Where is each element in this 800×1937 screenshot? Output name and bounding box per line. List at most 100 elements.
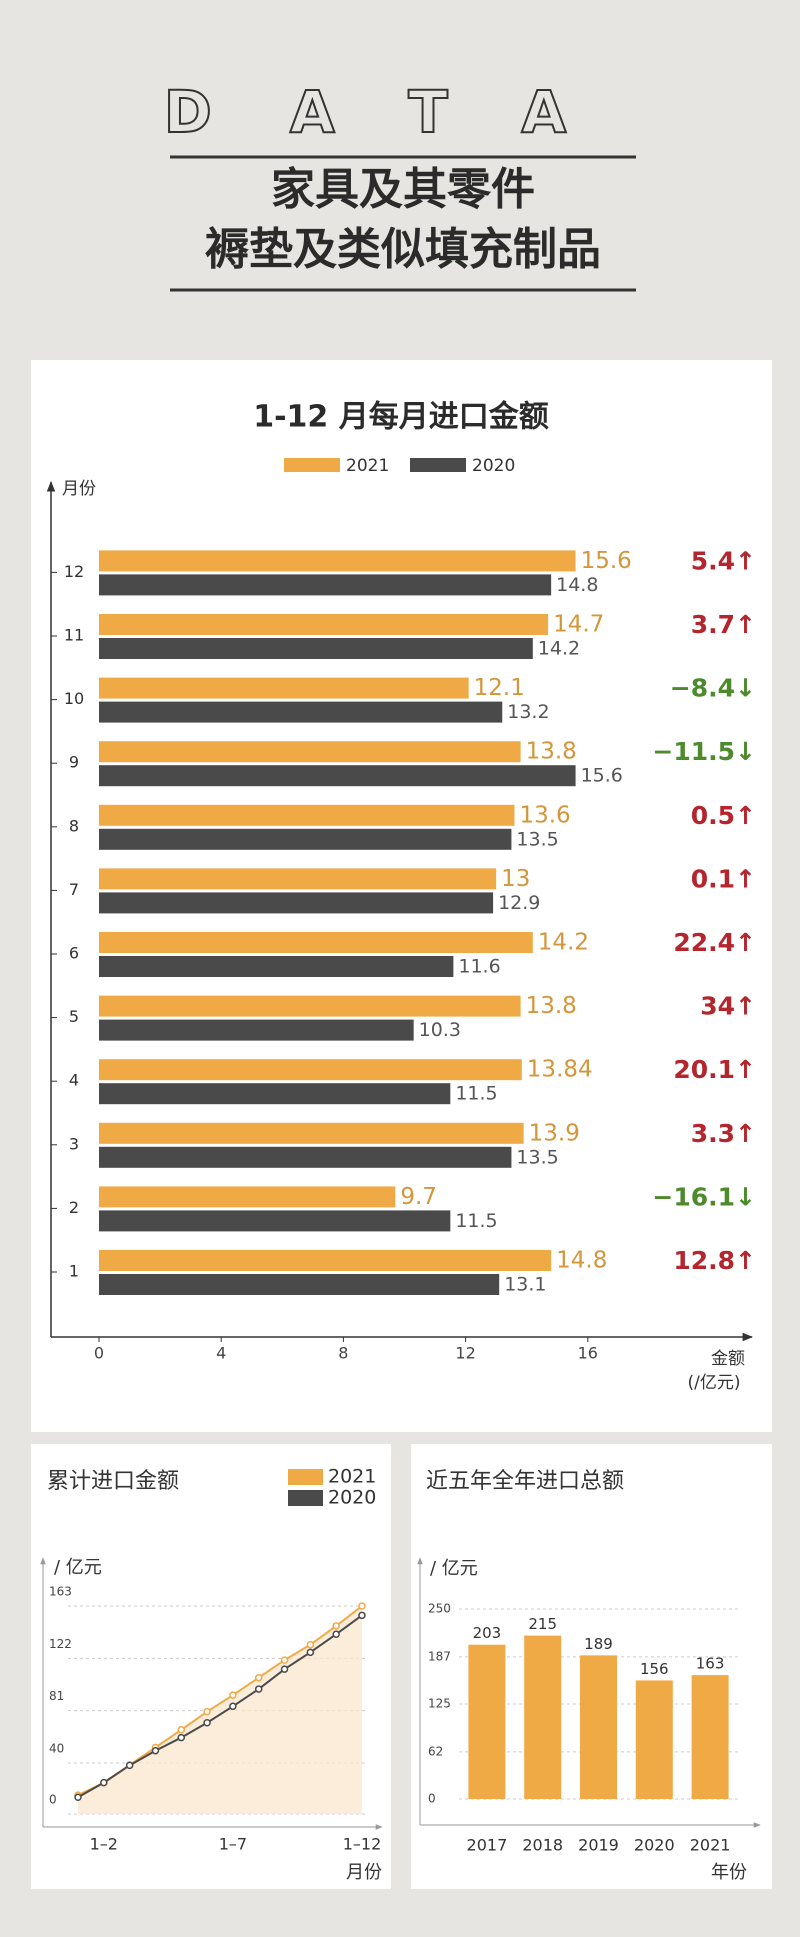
y-tick-label: 5: [69, 1007, 79, 1026]
y-tick-label: 0: [428, 1792, 436, 1806]
x-tick-label: 1–12: [343, 1835, 382, 1854]
y-axis-label: / 亿元: [430, 1558, 478, 1579]
y-tick-label: 7: [69, 880, 79, 899]
bar: [468, 1644, 506, 1799]
x-axis-unit: (/亿元): [688, 1373, 741, 1393]
title-line: 家具及其零件: [271, 164, 535, 215]
growth-label: 3.7↑: [691, 610, 756, 639]
x-tick-label: 1–7: [219, 1835, 247, 1854]
value-label: 163: [696, 1655, 725, 1673]
growth-label: 5.4↑: [691, 546, 756, 575]
bar: [524, 1635, 562, 1799]
bar: [99, 1250, 552, 1271]
point: [151, 1746, 160, 1755]
value-label: 189: [584, 1635, 613, 1653]
x-tick-label: 2019: [578, 1836, 619, 1855]
point: [306, 1648, 315, 1657]
legend-swatch: [284, 458, 340, 472]
point: [229, 1702, 237, 1711]
point: [203, 1719, 211, 1727]
growth-label: 0.5↑: [691, 801, 756, 830]
point: [74, 1793, 82, 1802]
x-tick-label: 12: [455, 1344, 475, 1363]
bar: [99, 574, 552, 596]
bar: [691, 1675, 729, 1799]
badge: DATA: [164, 78, 644, 146]
point: [280, 1665, 289, 1673]
y-tick-label: 2: [69, 1198, 79, 1217]
point: [177, 1726, 186, 1734]
y-tick-label: 3: [69, 1134, 79, 1153]
point: [280, 1656, 289, 1664]
growth-label: 3.3↑: [691, 1119, 756, 1148]
bar: [99, 550, 576, 572]
y-tick-label: 12: [64, 562, 84, 581]
bar: [99, 741, 521, 763]
point: [229, 1691, 237, 1699]
bar: [99, 1083, 451, 1105]
bar: [99, 868, 497, 890]
title-line: 褥垫及类似填充制品: [205, 224, 601, 275]
x-tick-label: 8: [338, 1344, 348, 1363]
chart-title: 近五年全年进口总额: [426, 1469, 624, 1494]
legend-label: 2021: [328, 1466, 376, 1488]
point: [358, 1611, 366, 1620]
bar: [99, 932, 533, 953]
value-label: 15.6: [581, 548, 632, 574]
value-label: 15.6: [581, 765, 623, 787]
growth-label: −11.5↓: [652, 737, 756, 766]
bar: [99, 1059, 522, 1081]
line: [77, 1614, 363, 1799]
growth-label: 20.1↑: [673, 1055, 756, 1084]
bar: [99, 638, 533, 659]
bar: [99, 1186, 396, 1208]
bar: [99, 1019, 414, 1041]
value-label: 14.2: [538, 930, 589, 956]
point: [358, 1602, 366, 1610]
y-tick-label: 81: [49, 1689, 64, 1703]
legend-swatch: [410, 458, 466, 472]
value-label: 13.2: [507, 701, 549, 723]
legend-swatch: [288, 1490, 323, 1506]
x-axis-label: 月份: [346, 1862, 382, 1883]
y-tick-label: 122: [49, 1637, 72, 1651]
value-label: 13: [501, 866, 530, 892]
bar: [99, 1210, 451, 1232]
y-axis-label: 月份: [62, 479, 96, 499]
bar: [99, 701, 503, 723]
point: [177, 1733, 186, 1742]
bar: [99, 804, 515, 826]
value-label: 14.7: [553, 612, 604, 638]
x-axis-label: 金额: [711, 1349, 745, 1369]
bar: [99, 956, 454, 977]
point: [254, 1673, 263, 1682]
point: [254, 1685, 263, 1693]
value-label: 11.5: [455, 1210, 497, 1232]
point: [125, 1761, 134, 1770]
value-label: 13.84: [527, 1057, 593, 1083]
legend-label: 2020: [328, 1487, 376, 1509]
growth-label: 34↑: [700, 992, 756, 1021]
y-tick-label: 0: [49, 1793, 57, 1807]
value-label: 14.8: [556, 1248, 607, 1274]
point: [306, 1640, 315, 1649]
legend-label: 2020: [472, 456, 515, 476]
y-tick-label: 9: [69, 753, 79, 772]
y-tick-label: 163: [49, 1585, 72, 1599]
value-label: 13.1: [504, 1274, 546, 1296]
x-tick-label: 16: [578, 1344, 598, 1363]
x-tick-label: 0: [94, 1344, 104, 1363]
growth-label: 12.8↑: [673, 1246, 756, 1275]
y-tick-label: 6: [69, 944, 79, 963]
value-label: 13.6: [519, 802, 570, 828]
bar: [99, 1274, 500, 1295]
bar: [580, 1655, 617, 1799]
point: [332, 1630, 340, 1638]
legend-swatch: [288, 1469, 323, 1485]
x-tick-label: 4: [216, 1344, 226, 1363]
growth-label: 0.1↑: [691, 864, 756, 893]
value-label: 11.6: [458, 956, 500, 978]
value-label: 13.8: [526, 739, 577, 765]
